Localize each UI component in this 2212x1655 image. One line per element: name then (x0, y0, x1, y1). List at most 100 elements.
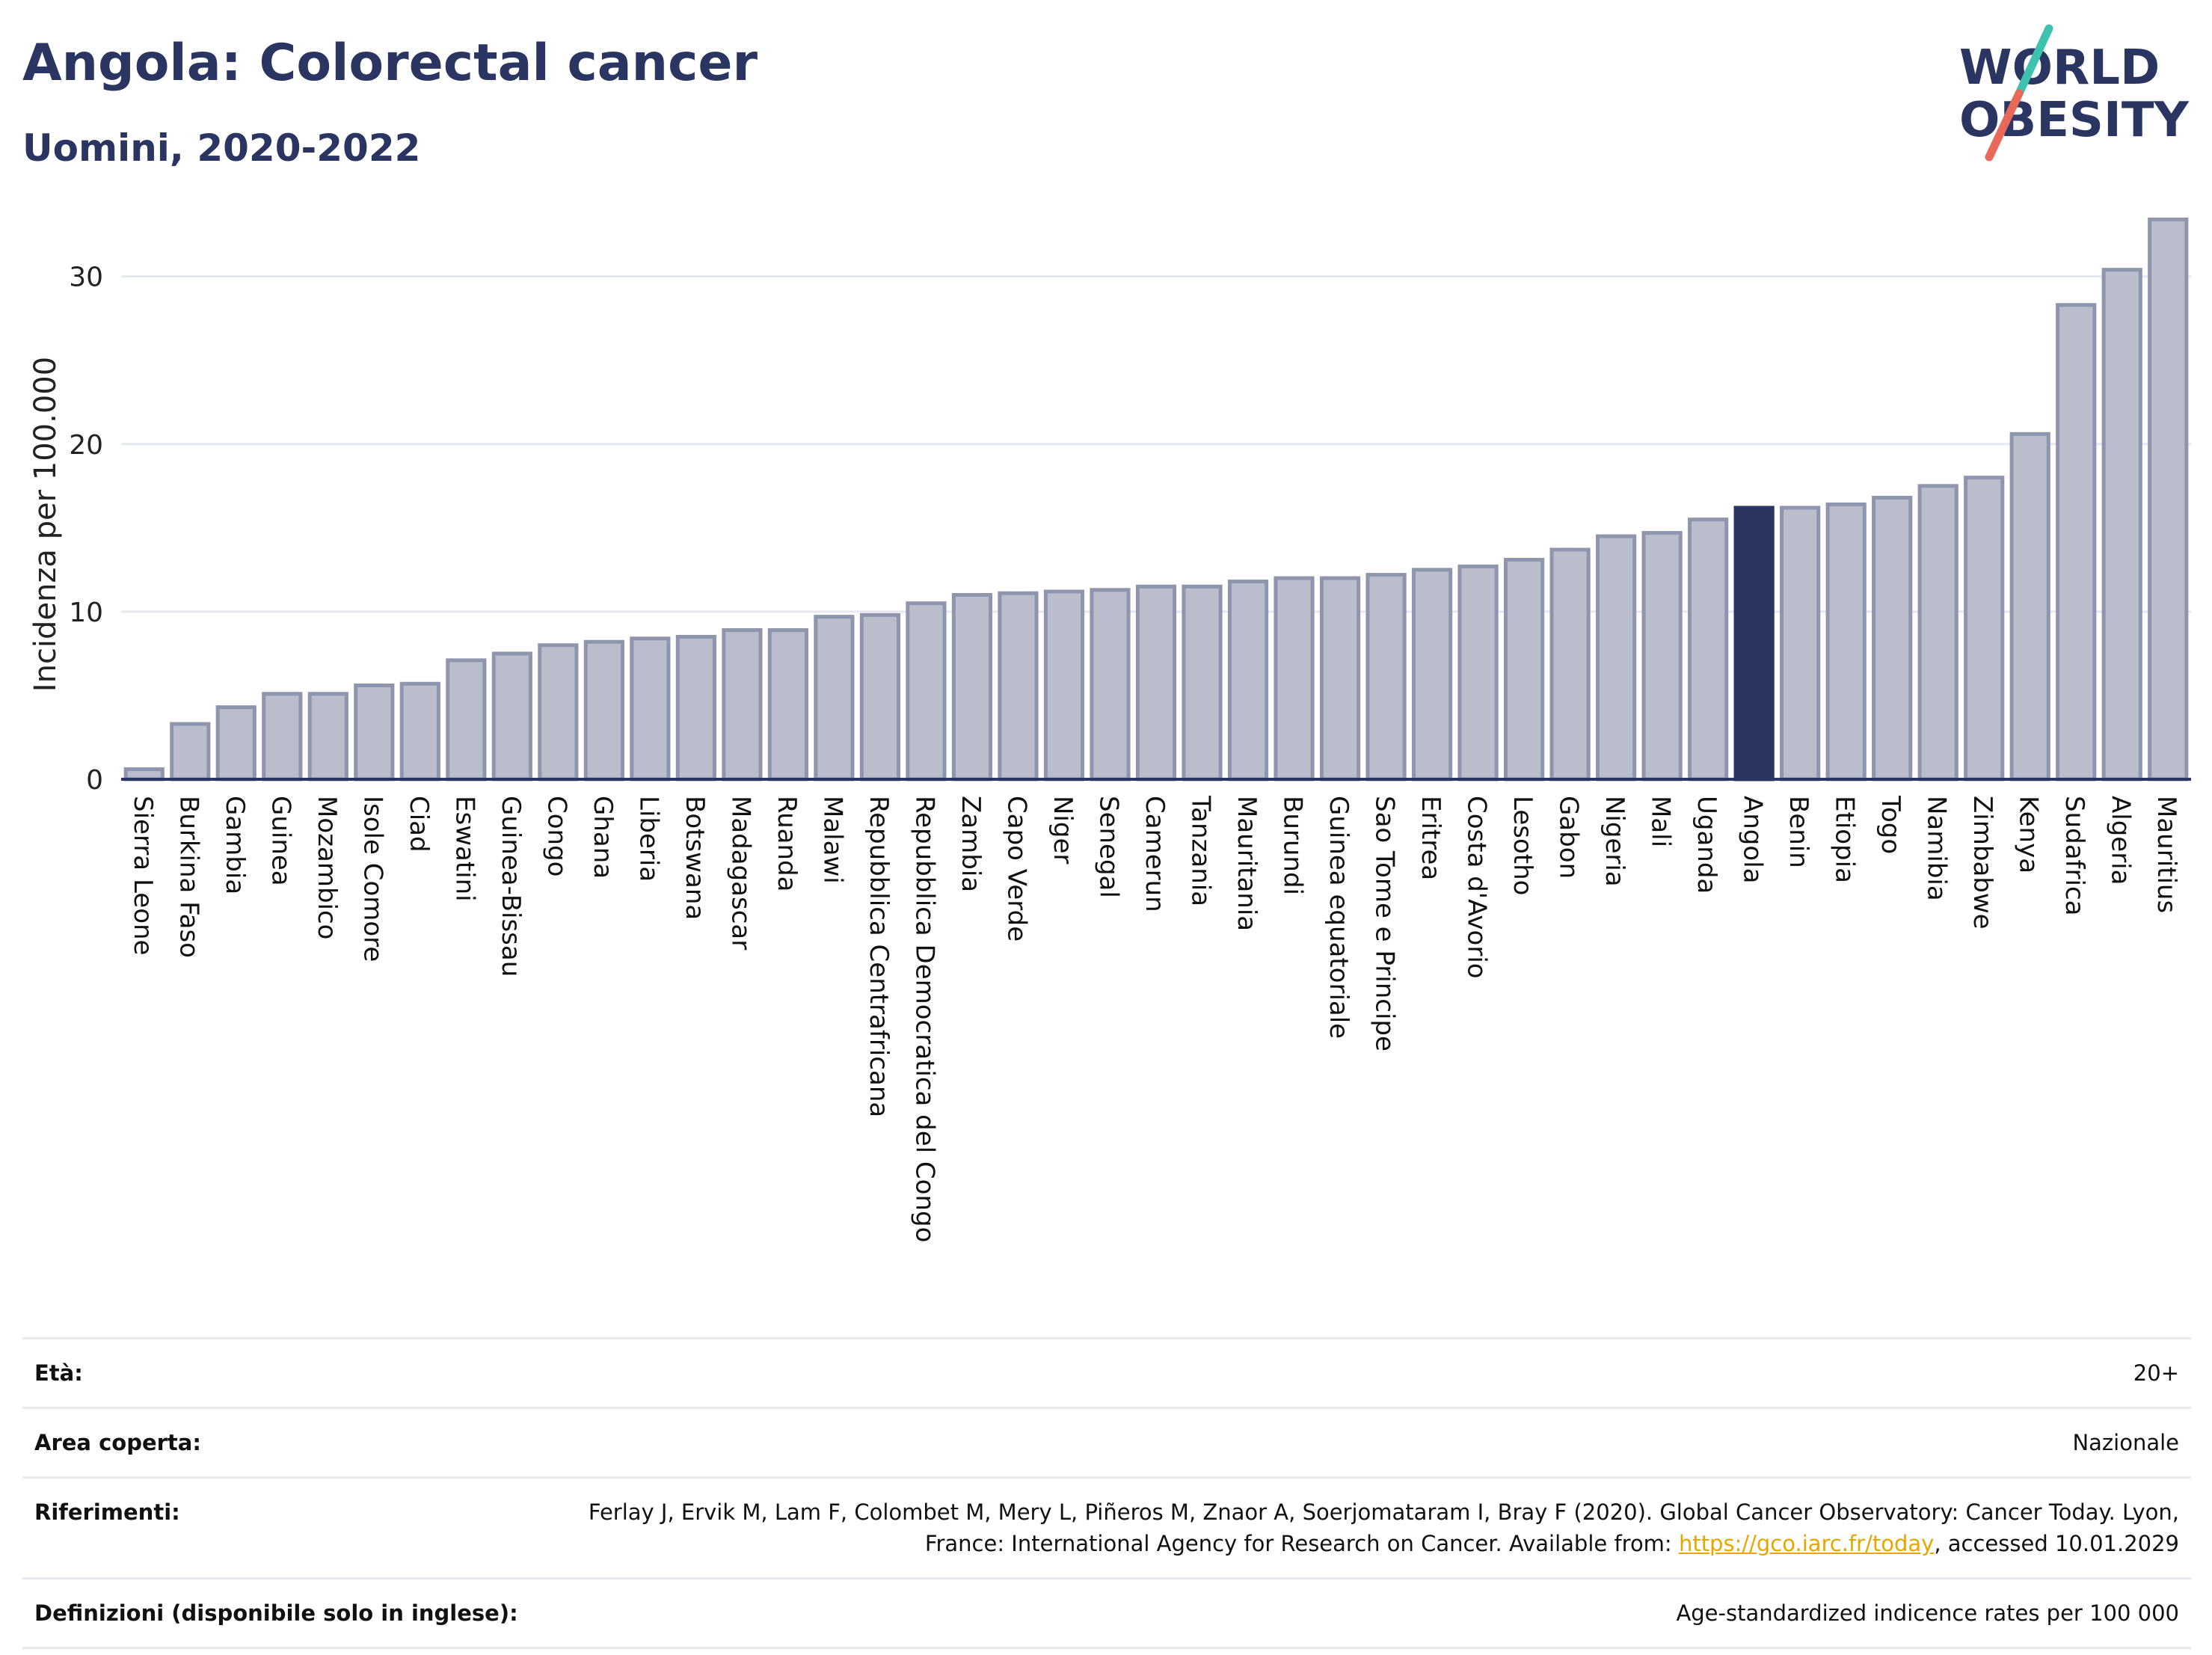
x-tick-label: Uganda (1692, 796, 1721, 894)
x-tick-label: Nigeria (1600, 796, 1629, 887)
bar (998, 591, 1039, 782)
bar (859, 612, 901, 782)
x-tick-label: Liberia (633, 796, 663, 882)
x-tick-label: Mauritius (2151, 796, 2181, 913)
area-label: Area coperta: (34, 1430, 201, 1456)
info-row-references: Riferimenti: Ferlay J, Ervik M, Lam F, C… (22, 1476, 2191, 1577)
world-obesity-logo: WORLD OBESITY (1959, 24, 2189, 162)
x-tick-label: Gabon (1554, 796, 1584, 879)
x-tick-label: Eswatini (449, 796, 479, 902)
chart-subtitle: Uomini, 2020-2022 (22, 126, 421, 170)
y-tick-label: 10 (69, 598, 103, 628)
bar (170, 722, 211, 782)
x-tick-label: Ghana (588, 796, 618, 879)
bar (1549, 547, 1591, 782)
bar (123, 767, 165, 782)
bar (2009, 432, 2050, 782)
x-tick-label: Eritrea (1416, 796, 1446, 880)
bar (1182, 584, 1223, 782)
bar (538, 643, 579, 782)
x-tick-label: Mali (1646, 796, 1676, 847)
bar (1365, 573, 1407, 782)
bar (1319, 576, 1361, 782)
x-tick-label: Ruanda (772, 796, 802, 891)
x-tick-label: Isole Comore (357, 796, 387, 962)
bar (2056, 303, 2097, 782)
bar (1688, 518, 1729, 782)
x-tick-label: Zambia (956, 796, 986, 892)
bar (1872, 495, 1913, 782)
x-tick-label: Repubblica Democratica del Congo (909, 796, 939, 1242)
bar (1641, 531, 1683, 782)
bar-highlighted (1733, 506, 1775, 782)
bar (1135, 584, 1177, 782)
references-text: Ferlay J, Ervik M, Lam F, Colombet M, Me… (588, 1499, 2179, 1557)
x-tick-label: Capo Verde (1001, 796, 1031, 942)
x-tick-label: Zimbabwe (1967, 796, 1997, 930)
y-axis-label: Incidenza per 100.000 (28, 357, 63, 692)
x-tick-label: Senegal (1093, 796, 1123, 898)
bar (951, 592, 993, 782)
bar (1043, 589, 1085, 782)
bar (1780, 506, 1821, 782)
bar (446, 658, 487, 782)
x-tick-label: Mauritania (1232, 796, 1262, 931)
bar (215, 705, 256, 782)
x-tick-label: Guinea equatoriale (1324, 796, 1354, 1039)
logo-text-world: WORLD (1959, 40, 2160, 96)
area-value: Nazionale (2072, 1430, 2179, 1456)
info-row-age: Età: 20+ (22, 1337, 2191, 1407)
x-tick-label: Niger (1048, 796, 1078, 864)
age-label: Età: (34, 1360, 83, 1386)
x-tick-label: Sierra Leone (128, 796, 158, 955)
bar (491, 651, 532, 782)
x-tick-label: Burundi (1278, 796, 1308, 895)
x-tick-label: Etiopia (1830, 796, 1860, 883)
bar (1090, 588, 1131, 782)
x-tick-label: Congo (541, 796, 571, 876)
info-table: Età: 20+ Area coperta: Nazionale Riferim… (22, 1337, 2191, 1650)
x-tick-label: Kenya (2014, 796, 2044, 873)
x-tick-label: Tanzania (1186, 795, 1216, 906)
x-tick-label: Mozambico (312, 796, 342, 939)
x-tick-label: Malawi (817, 796, 847, 884)
chart-title: Angola: Colorectal cancer (22, 34, 758, 93)
logo-slash-top (2015, 24, 2053, 98)
bar (2101, 268, 2142, 782)
x-tick-label: Costa d'Avorio (1462, 796, 1492, 979)
definitions-value: Age-standardized indicence rates per 100… (1676, 1600, 2179, 1627)
x-tick-label: Repubblica Centrafricana (864, 796, 894, 1117)
y-tick-label: 0 (86, 765, 103, 796)
info-row-definitions: Definizioni (disponibile solo in inglese… (22, 1577, 2191, 1650)
y-tick-label: 30 (69, 262, 103, 293)
x-tick-label: Lesotho (1508, 796, 1537, 895)
references-value: Ferlay J, Ervik M, Lam F, Colombet M, Me… (534, 1496, 2179, 1559)
bar (814, 615, 855, 782)
references-link[interactable]: https://gco.iarc.fr/today (1678, 1531, 1935, 1557)
bar (767, 628, 809, 782)
info-row-area: Area coperta: Nazionale (22, 1407, 2191, 1476)
age-value: 20+ (2133, 1360, 2179, 1386)
x-tick-label: Burkina Faso (173, 796, 203, 958)
definitions-label: Definizioni (disponibile solo in inglese… (34, 1600, 518, 1627)
x-tick-label: Namibia (1922, 796, 1952, 901)
bar (1411, 568, 1453, 782)
x-tick-label: Gambia (220, 796, 250, 894)
bar (906, 601, 947, 782)
bar (1917, 484, 1958, 782)
bar (583, 639, 624, 782)
bar (1457, 564, 1499, 782)
bar (1964, 476, 2005, 782)
x-tick-label: Botswana (680, 796, 710, 920)
bar (2148, 217, 2189, 782)
x-tick-label: Sao Tome e Principe (1370, 796, 1400, 1051)
bar (1227, 580, 1269, 782)
bar (630, 636, 671, 782)
bar-chart: 0 10 20 30 Incidenza per 100.000 Sierra Leone… (28, 217, 2191, 1242)
x-tick-label: Angola (1738, 796, 1768, 883)
bar (1274, 576, 1315, 782)
bar (722, 628, 763, 782)
bar (262, 692, 303, 782)
bar (675, 635, 716, 782)
bar (399, 681, 440, 782)
